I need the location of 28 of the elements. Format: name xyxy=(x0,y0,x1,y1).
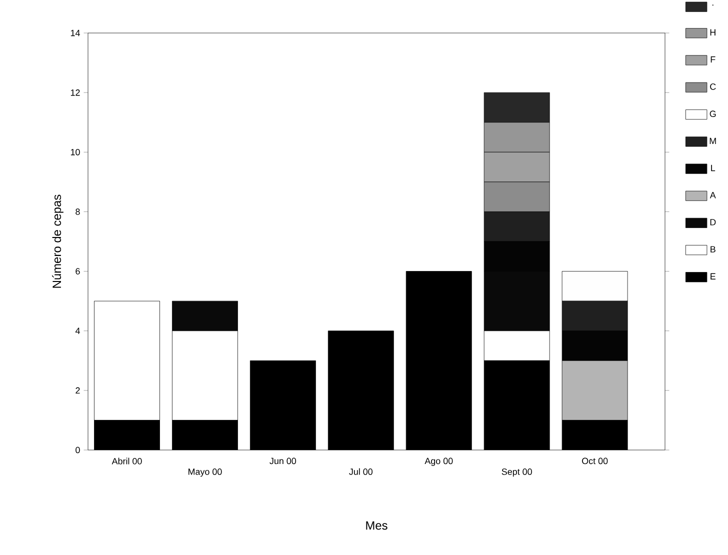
legend-label: H xyxy=(710,29,716,36)
y-tick-label: 8 xyxy=(76,208,80,215)
legend-label: L xyxy=(711,164,716,172)
x-tick-label: Jun 00 xyxy=(270,458,296,464)
y-tick-label: 6 xyxy=(76,268,80,274)
y-axis-title: Número de cepas xyxy=(52,194,64,288)
y-tick-label: 2 xyxy=(76,387,80,394)
legend-label: C xyxy=(710,83,716,90)
legend-label: F xyxy=(710,56,716,63)
legend-label: D xyxy=(710,219,716,226)
x-tick-label: Oct 00 xyxy=(582,458,608,464)
legend-label: B xyxy=(710,246,716,252)
legend-label: M xyxy=(710,138,716,144)
x-tick-label: Mayo 00 xyxy=(188,468,222,477)
x-tick-label: Ago 00 xyxy=(424,458,453,466)
y-tick-label: 10 xyxy=(70,148,80,156)
x-tick-label: Jul 00 xyxy=(349,468,373,475)
x-tick-label: Abril 00 xyxy=(112,458,142,464)
y-tick-label: 12 xyxy=(70,89,80,96)
y-tick-label: 0 xyxy=(76,446,80,454)
legend-label: E xyxy=(710,273,716,280)
x-tick-label: Sept 00 xyxy=(502,468,532,477)
legend-label: · xyxy=(712,4,714,6)
legend-label: G xyxy=(710,110,716,118)
x-axis-title: Mes xyxy=(366,521,388,530)
y-tick-label: 4 xyxy=(75,328,80,334)
legend-label: A xyxy=(710,192,716,198)
y-tick-label: 14 xyxy=(70,30,80,36)
